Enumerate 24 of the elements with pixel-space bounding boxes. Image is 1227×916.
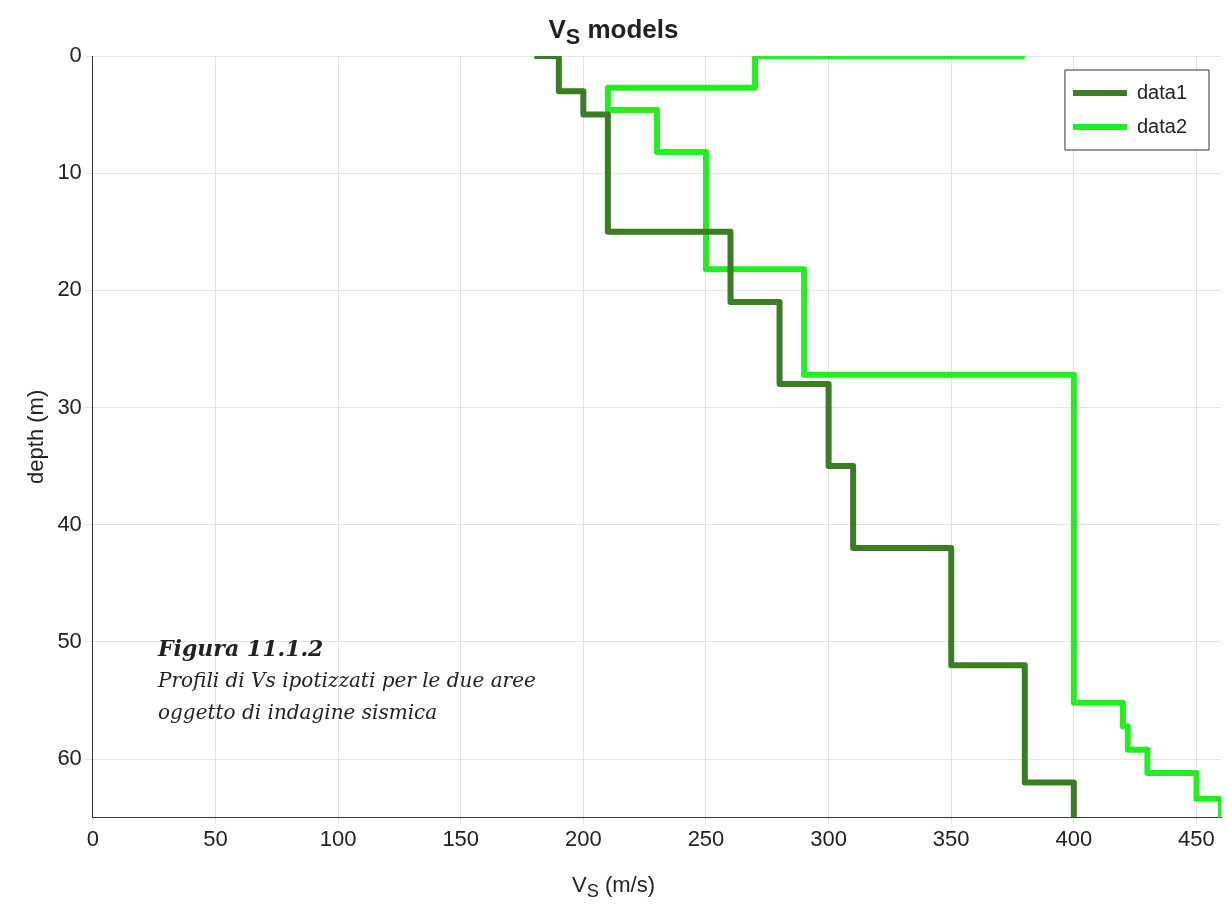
x-tick-label: 350 bbox=[932, 825, 970, 851]
x-tick-label: 400 bbox=[1055, 825, 1093, 851]
y-tick-label: 0 bbox=[69, 42, 82, 68]
y-tick-label: 40 bbox=[57, 510, 82, 536]
y-tick-label: 50 bbox=[57, 627, 82, 653]
chart-title: V$_{S}$ models bbox=[548, 14, 679, 50]
y-tick-label: 30 bbox=[57, 393, 82, 419]
y-axis-title: depth (m) bbox=[23, 389, 49, 484]
x-tick-label: 300 bbox=[810, 825, 847, 851]
x-tick-label: 100 bbox=[319, 825, 357, 851]
y-tick-label: 20 bbox=[57, 276, 82, 302]
annotation: Figura 11.1.2 bbox=[158, 634, 325, 663]
legend-label: data1 bbox=[1136, 80, 1188, 103]
x-tick-label: 200 bbox=[565, 825, 602, 851]
x-tick-label: 250 bbox=[687, 825, 725, 851]
legend-label: data2 bbox=[1136, 114, 1188, 137]
y-tick-label: 60 bbox=[57, 745, 82, 771]
x-tick-label: 150 bbox=[442, 825, 480, 851]
y-tick-label: 10 bbox=[57, 159, 82, 185]
x-axis-title: V$_{S}$ (m/s) bbox=[570, 872, 657, 903]
x-tick-label: 0 bbox=[86, 825, 99, 851]
annotation: Profili di Vs ipotizzati per le due aree oggetto di indagine sismica bbox=[158, 667, 537, 726]
x-tick-label: 450 bbox=[1178, 825, 1215, 851]
x-tick-label: 50 bbox=[203, 825, 228, 851]
